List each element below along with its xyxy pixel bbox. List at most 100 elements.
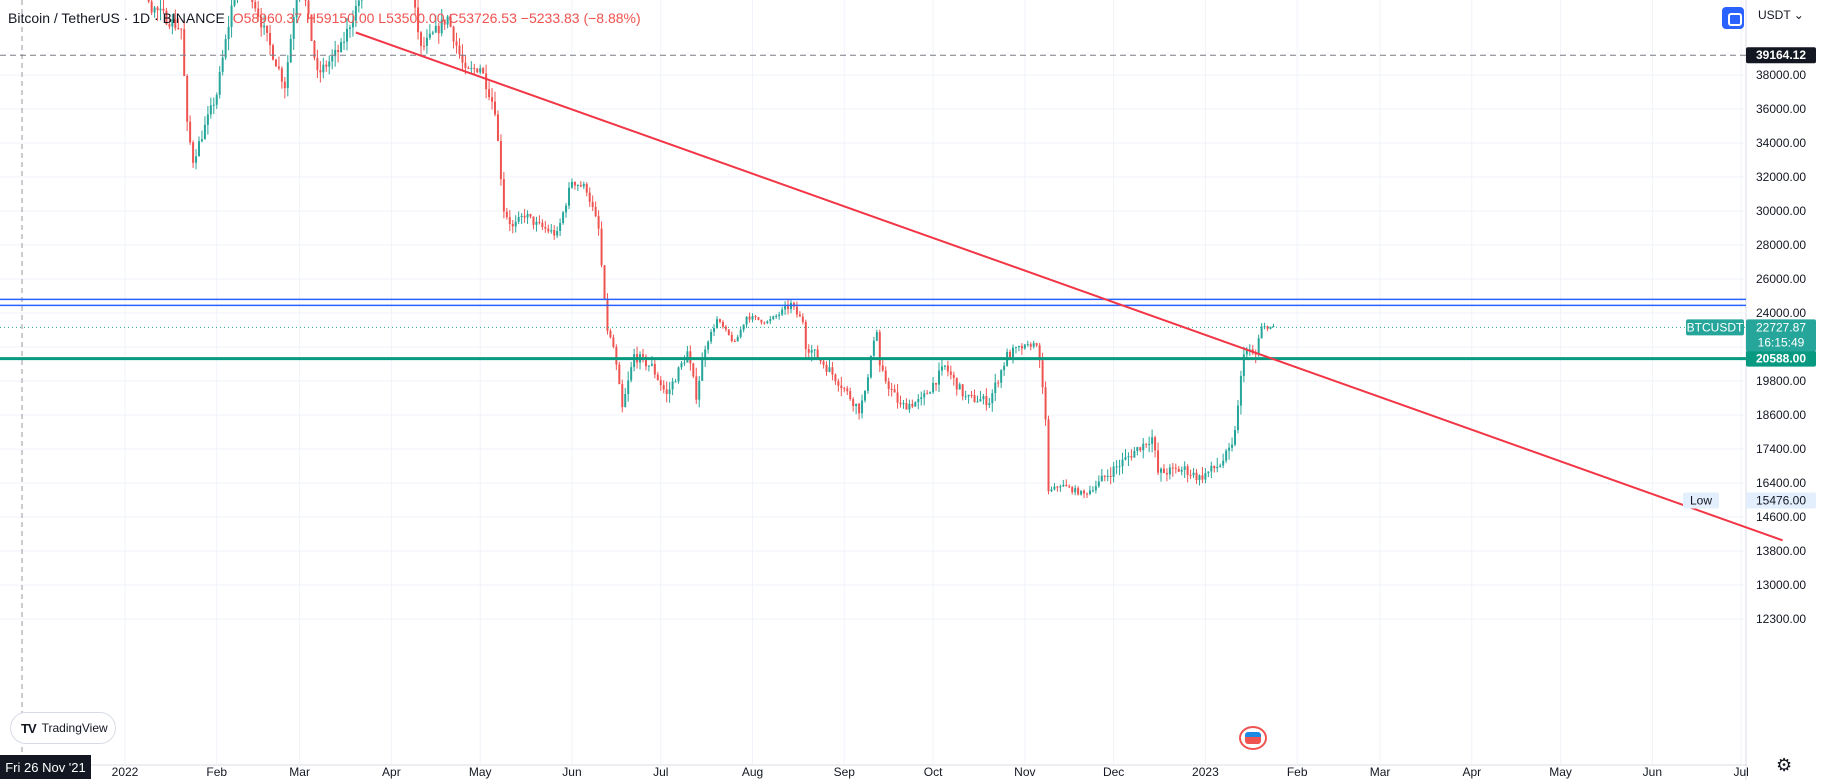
candle-body	[920, 397, 923, 400]
low-tag-bg	[1683, 492, 1719, 509]
candle-body	[1228, 447, 1231, 451]
candle-body	[1192, 472, 1195, 476]
candle-body	[215, 94, 218, 105]
candle-body	[627, 380, 630, 394]
candle-body	[713, 328, 716, 332]
candle-body	[292, 17, 295, 39]
candle-body	[224, 39, 227, 58]
candle-body	[668, 389, 671, 394]
candle-body	[576, 185, 579, 187]
candle-body	[1050, 489, 1053, 492]
candle-body	[470, 67, 473, 69]
candle-body	[319, 70, 322, 73]
candle-body	[348, 27, 351, 29]
candle-body	[565, 205, 568, 213]
tradingview-badge[interactable]: TV TradingView	[10, 712, 116, 744]
candle-body	[559, 223, 562, 231]
candle-body	[159, 8, 162, 11]
candle-body	[556, 230, 559, 236]
candle-body	[230, 5, 233, 27]
candle-body	[710, 331, 713, 342]
candle-body	[218, 71, 221, 95]
candle-body	[778, 314, 781, 316]
candle-body	[1210, 465, 1213, 472]
candle-body	[624, 393, 627, 408]
candle-body	[677, 367, 680, 382]
candle-body	[195, 156, 198, 163]
candle-body	[206, 114, 209, 125]
candle-body	[955, 377, 958, 390]
candle-body	[1242, 354, 1245, 376]
compare-icon[interactable]	[1722, 7, 1744, 29]
candle-body	[1213, 465, 1216, 469]
candle-body	[866, 377, 869, 391]
tradingview-logo-icon: TV	[21, 720, 37, 736]
candle-body	[280, 68, 283, 82]
candle-body	[443, 19, 446, 25]
candle-body	[1041, 360, 1044, 388]
candle-body	[742, 324, 745, 330]
candle-body	[1189, 474, 1192, 476]
candle-body	[1162, 468, 1165, 473]
symbol-title[interactable]: Bitcoin / TetherUS · 1D · BINANCE	[8, 10, 225, 26]
candle-body	[1077, 488, 1080, 495]
crosshair-date-label: Fri 26 Nov '21	[0, 755, 91, 779]
candle-body	[1180, 469, 1183, 472]
candle-body	[579, 185, 582, 187]
candle-body	[1014, 346, 1017, 348]
candle-body	[1012, 347, 1014, 358]
candle-body	[1151, 437, 1154, 444]
candle-body	[505, 211, 508, 218]
candle-body	[1272, 326, 1275, 328]
candle-body	[1080, 490, 1083, 495]
candle-body	[496, 114, 499, 141]
candle-body	[1183, 466, 1186, 470]
candle-body	[923, 393, 926, 398]
candle-body	[1071, 487, 1074, 493]
candle-body	[274, 59, 277, 67]
time-tick-label: Nov	[1014, 765, 1035, 779]
candle-body	[612, 337, 615, 347]
candle-body	[322, 64, 325, 73]
candle-body	[440, 19, 443, 34]
candle-body	[875, 332, 878, 341]
candle-body	[1136, 447, 1139, 451]
candle-body	[354, 5, 357, 21]
candle-body	[745, 316, 748, 325]
candle-body	[1186, 466, 1189, 475]
last-price-label: 22727.87	[1756, 320, 1806, 334]
price-tick-label: 12300.00	[1756, 612, 1806, 626]
candle-body	[514, 221, 517, 227]
currency-select[interactable]: USDT ⌄	[1758, 8, 1804, 22]
candle-body	[452, 26, 455, 42]
candle-body	[277, 66, 280, 69]
economic-event-icon[interactable]	[1239, 726, 1267, 750]
candle-body	[437, 25, 440, 34]
candle-body	[970, 394, 973, 396]
gear-icon[interactable]: ⚙	[1776, 755, 1793, 775]
candle-body	[1026, 344, 1029, 346]
candle-body	[153, 7, 156, 13]
candle-body	[1047, 419, 1050, 492]
time-tick-label: Mar	[1370, 765, 1391, 779]
candle-body	[964, 396, 967, 398]
candle-body	[189, 121, 192, 143]
candle-body	[861, 400, 864, 414]
candle-body	[810, 350, 813, 353]
price-tick-label: 17400.00	[1756, 442, 1806, 456]
candle-body	[858, 403, 861, 414]
candle-body	[698, 380, 701, 400]
candle-body	[461, 54, 464, 63]
candle-body	[485, 73, 488, 90]
candle-body	[476, 68, 479, 73]
candle-body	[834, 374, 837, 382]
candle-body	[316, 57, 319, 71]
time-tick-label: Jul	[653, 765, 668, 779]
candles-layer	[147, 0, 1275, 499]
candle-body	[351, 20, 354, 28]
candle-body	[724, 326, 727, 330]
